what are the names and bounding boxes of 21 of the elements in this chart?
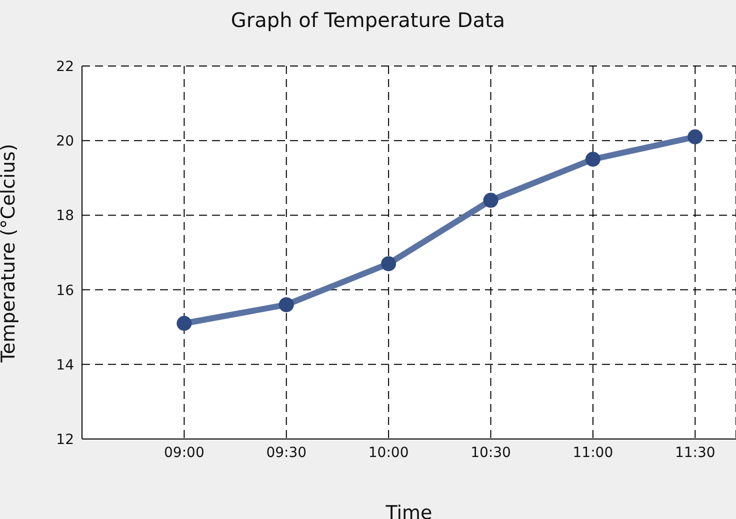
x-tick-label: 11:00 — [572, 444, 614, 461]
y-tick-label: 14 — [56, 357, 74, 374]
x-axis-title: Time — [384, 502, 432, 519]
y-tick-label: 22 — [56, 58, 74, 75]
x-tick-label: 09:00 — [164, 444, 204, 461]
chart-title: Graph of Temperature Data — [230, 8, 506, 32]
point — [585, 152, 600, 167]
y-tick-label: 16 — [56, 282, 74, 299]
x-tick-label: 10:00 — [368, 444, 409, 461]
point — [483, 192, 498, 208]
point — [278, 297, 294, 312]
y-tick-label: 12 — [56, 432, 74, 448]
point — [176, 316, 192, 331]
y-tick-label: 18 — [56, 208, 74, 224]
x-tick-label: 10:30 — [470, 444, 511, 461]
y-tick-label: 20 — [56, 134, 74, 150]
x-tick-label: 11:30 — [674, 444, 716, 461]
point — [381, 256, 396, 272]
y-axis-title: Temperature (°Celcius) — [0, 144, 20, 364]
point — [688, 129, 703, 144]
x-tick-label: 09:30 — [266, 444, 307, 461]
